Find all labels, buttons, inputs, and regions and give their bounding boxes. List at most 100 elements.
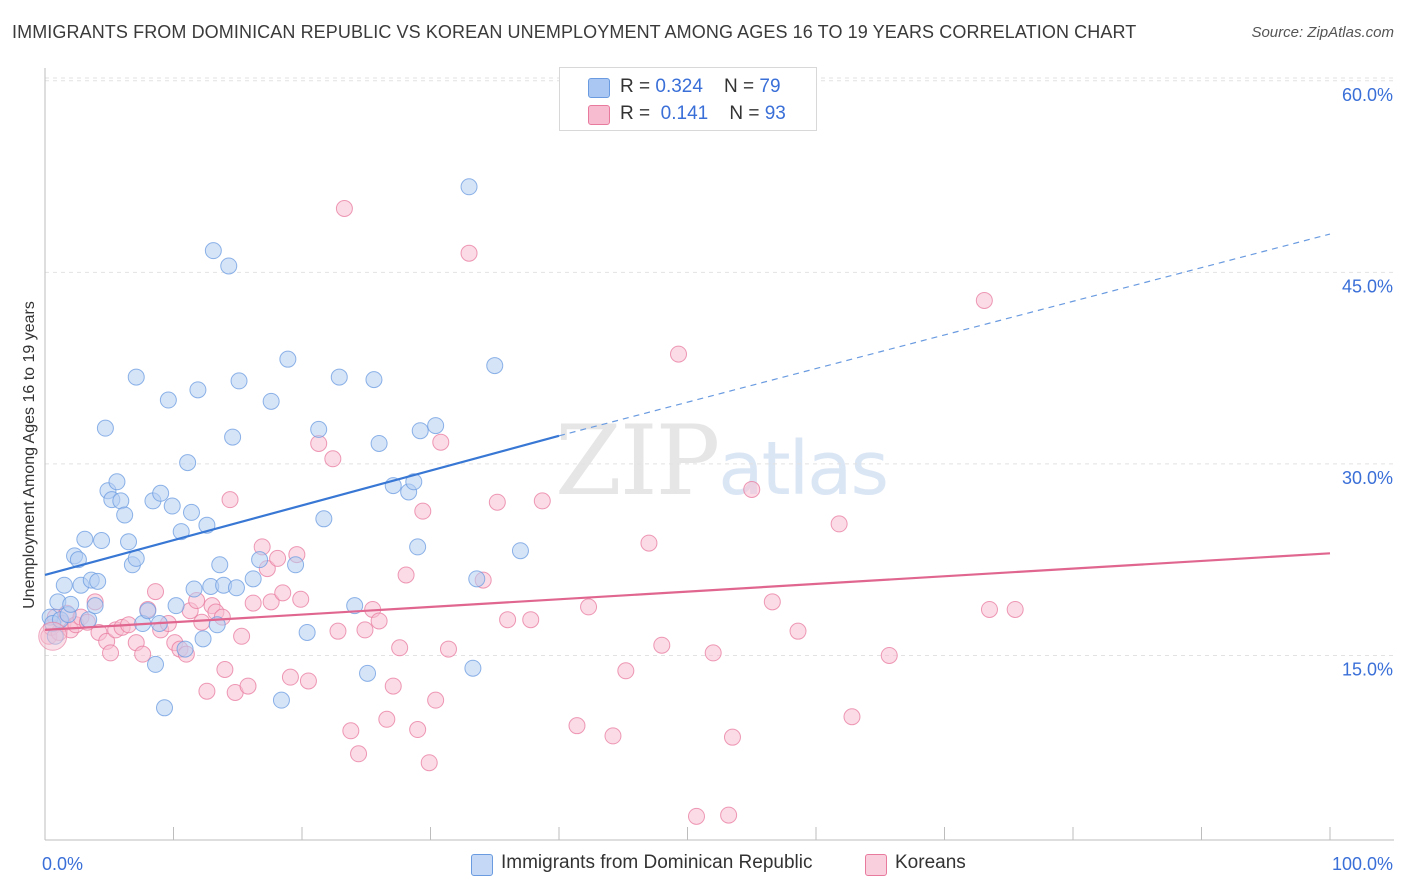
trend-line-dominican-projection [558,233,1331,437]
legend-n-value: 93 [764,103,786,124]
data-point-koreans [342,722,360,740]
data-point-dominican [227,579,245,597]
data-point-koreans [617,662,635,680]
data-point-koreans [1006,600,1024,618]
data-point-dominican [486,357,504,375]
data-point-dominican [346,597,364,615]
data-point-koreans [843,708,861,726]
data-point-dominican [62,595,80,613]
data-point-koreans [533,492,551,510]
y-tick-label: 15.0% [1342,659,1393,679]
data-point-koreans [281,668,299,686]
data-point-koreans [880,646,898,664]
data-point-koreans [427,691,445,709]
data-point-koreans [274,584,292,602]
data-point-dominican [116,506,134,524]
trend-line-dominican [44,434,560,577]
data-point-dominican [172,523,190,541]
data-point-koreans [244,594,262,612]
data-point-koreans [102,644,120,662]
legend-r-label: R = [620,76,656,97]
watermark-atlas: atlas [718,426,889,512]
data-point-dominican [189,381,207,399]
data-point-koreans [432,433,450,451]
data-point-dominican [159,391,177,409]
correlation-legend: R = 0.324 N = 79 R = 0.141 N = 93 [559,67,817,131]
data-point-dominican [262,392,280,410]
data-point-dominican [139,602,157,620]
data-point-koreans [670,345,688,363]
data-point-koreans [292,590,310,608]
data-point-koreans [147,583,165,601]
data-point-dominican [460,178,478,196]
data-point-koreans [580,598,598,616]
data-point-koreans [743,480,761,498]
data-point-koreans [604,727,622,745]
data-point-dominican [185,580,203,598]
watermark: ZIPatlas [555,405,889,517]
data-point-koreans [221,491,239,509]
data-point-dominican [330,368,348,386]
data-point-koreans [299,672,317,690]
data-point-koreans [522,611,540,629]
data-point-koreans [134,645,152,663]
series-swatch-dominican [471,854,493,876]
y-tick-label: 60.0% [1342,85,1393,105]
data-point-dominican [359,664,377,682]
data-point-dominican [298,623,316,641]
data-point-koreans [439,640,457,658]
data-point-dominican [147,655,165,673]
data-point-koreans [216,660,234,678]
data-point-dominican [76,530,94,548]
data-point-koreans [397,566,415,584]
data-point-koreans [568,717,586,735]
legend-swatch-dominican [588,78,610,98]
y-tick-label: 30.0% [1342,468,1393,488]
data-point-dominican [468,570,486,588]
data-point-dominican [279,350,297,368]
data-point-koreans [975,291,993,309]
data-point-dominican [204,242,222,260]
data-point-cluster [38,621,68,651]
legend-text-dominican: R = 0.324 N = 79 [620,76,781,98]
data-point-dominican [287,556,305,574]
data-point-dominican [310,420,328,438]
x-tick-label: 0.0% [42,854,83,874]
data-point-dominican [176,640,194,658]
data-point-dominican [272,691,290,709]
data-point-koreans [329,622,347,640]
series-label-dominican: Immigrants from Dominican Republic [501,852,813,873]
data-point-dominican [409,538,427,556]
data-point-koreans [789,622,807,640]
trend-line-koreans [44,552,1331,632]
data-point-koreans [488,493,506,511]
data-point-dominican [152,484,170,502]
data-point-dominican [365,371,383,389]
data-point-koreans [704,644,722,662]
data-point-dominican [405,473,423,491]
data-point-koreans [653,636,671,654]
data-point-dominican [182,503,200,521]
data-point-dominican [108,473,126,491]
data-point-koreans [391,639,409,657]
data-point-koreans [350,745,368,763]
data-point-dominican [251,551,269,569]
data-point-koreans [687,807,705,825]
data-point-dominican [194,630,212,648]
source-label: Source: ZipAtlas.com [1251,24,1394,41]
y-tick-label: 45.0% [1342,276,1393,296]
data-point-dominican [244,570,262,588]
data-point-dominican [93,532,111,550]
data-point-koreans [198,682,216,700]
data-point-dominican [220,257,238,275]
data-point-dominican [179,454,197,472]
data-point-koreans [356,621,374,639]
data-point-dominican [156,699,174,717]
data-point-koreans [499,611,517,629]
data-point-koreans [193,613,211,631]
legend-text-koreans: R = 0.141 N = 93 [620,103,786,125]
data-point-dominican [464,659,482,677]
legend-n-value: 79 [759,76,781,97]
data-point-koreans [378,710,396,728]
